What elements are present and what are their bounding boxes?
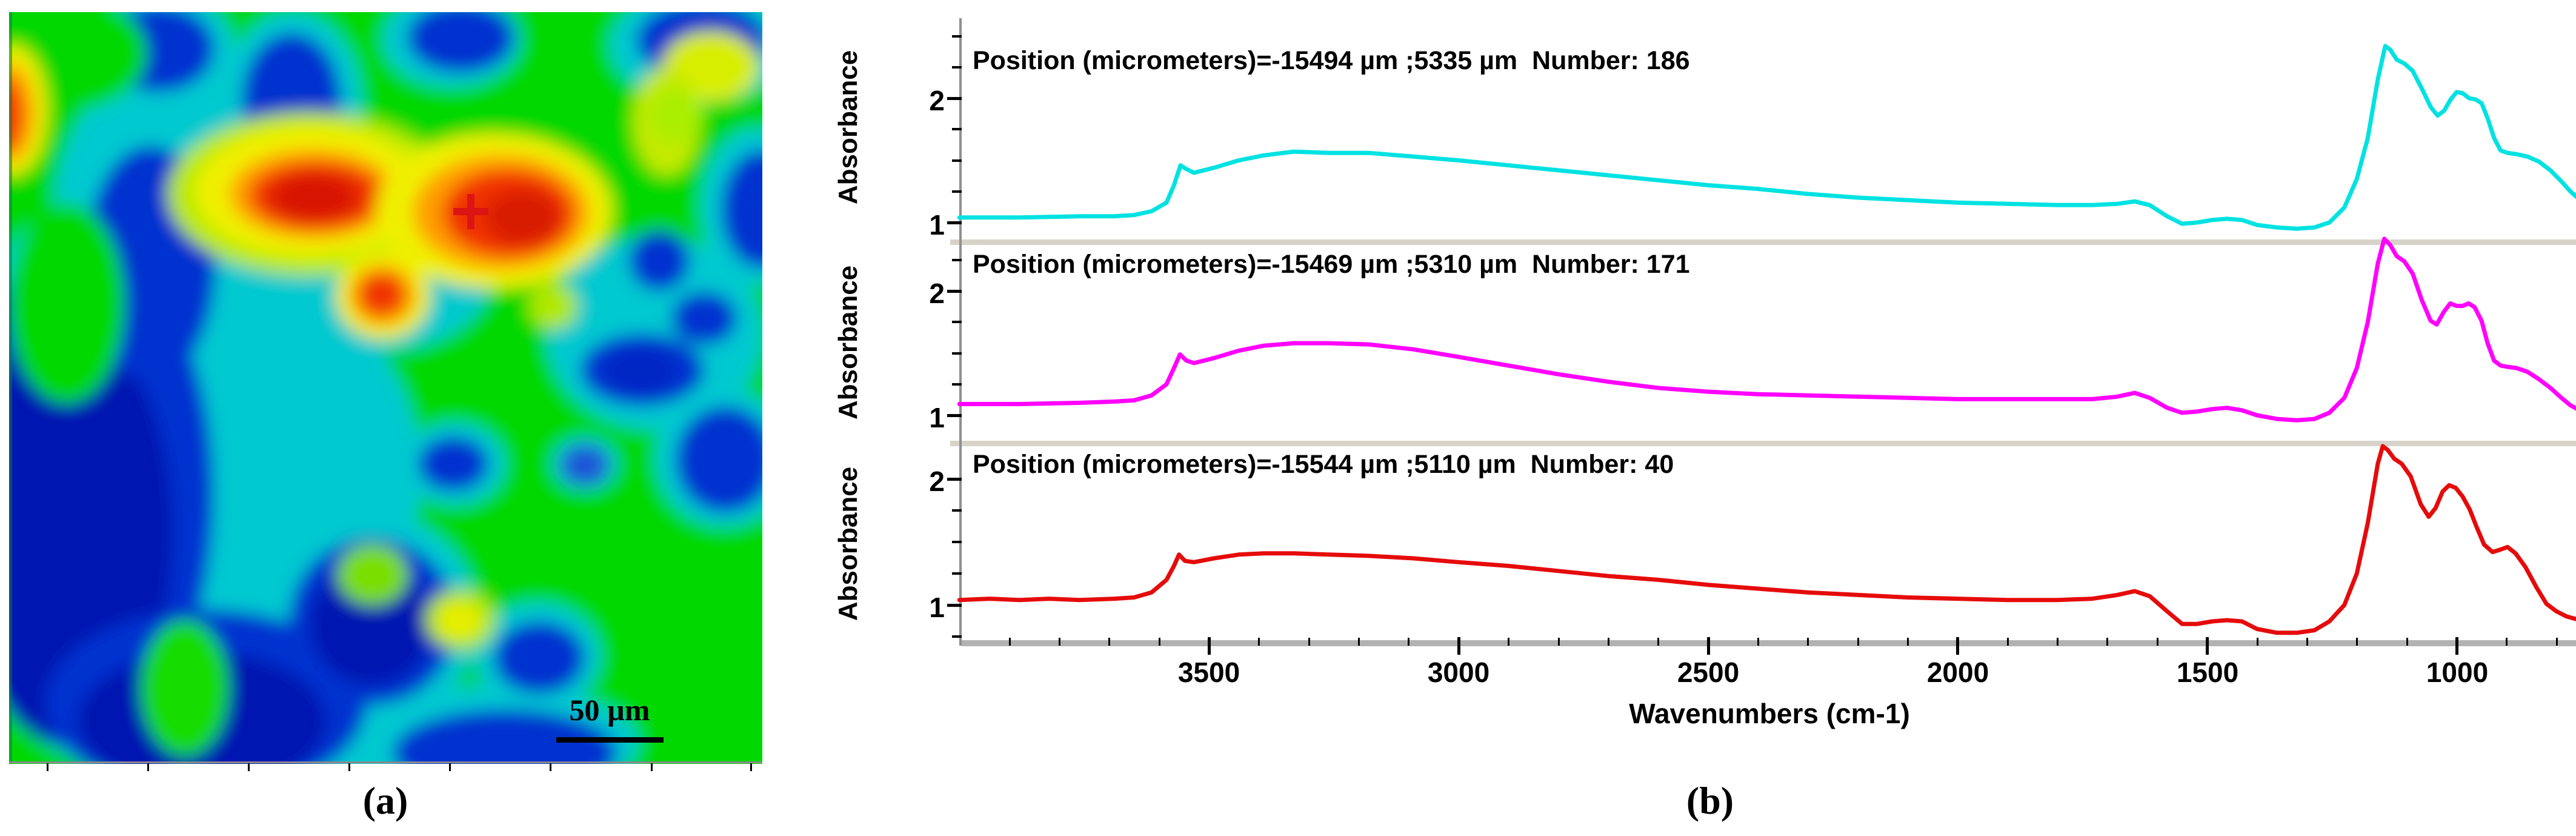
x-tick-label: 2500 [1677, 657, 1740, 688]
panel-b-caption: (b) [1686, 779, 1734, 822]
tick-mark [2256, 638, 2258, 646]
tick-mark [1108, 638, 1111, 646]
x-axis-title: Wavenumbers (cm-1) [1629, 698, 1910, 729]
tick-mark [1008, 638, 1011, 646]
tick-mark [1457, 637, 1460, 655]
tick-mark [952, 35, 962, 38]
tick-mark [952, 635, 962, 638]
tick-mark [1358, 638, 1360, 646]
map-bottom-axis [9, 761, 762, 763]
tick-mark [1058, 638, 1060, 646]
spectrum-curve-1 [957, 44, 2576, 231]
tick-mark [947, 478, 962, 481]
chemical-map-panel: 50 µm [9, 12, 762, 764]
spectrum-1-label: Position (micrometers)=-15494 µm ;5335 µ… [973, 46, 1690, 75]
crosshair-marker-icon[interactable] [467, 194, 474, 229]
tick-mark [2555, 638, 2558, 646]
panel-separator [950, 441, 2576, 446]
tick-mark [1907, 638, 1909, 646]
tick-mark [1308, 638, 1310, 646]
panel-separator [950, 239, 2576, 245]
y-axis-title: Absorbance [833, 265, 863, 420]
y-tick-label: 1 [929, 402, 945, 433]
x-tick-label: 3000 [1427, 657, 1490, 688]
tick-mark [2455, 637, 2458, 655]
scale-bar-label: 50 µm [569, 693, 650, 727]
tick-mark [1208, 637, 1211, 655]
tick-mark [2356, 638, 2358, 646]
tick-mark [2206, 637, 2209, 655]
y-axis-title: Absorbance [833, 466, 863, 621]
tick-mark [1408, 638, 1410, 646]
map-axis-tick [348, 763, 350, 771]
tick-mark [952, 383, 962, 386]
tick-mark [2156, 638, 2158, 646]
tick-mark [952, 352, 962, 355]
y-axis-line [959, 18, 962, 646]
tick-mark [952, 572, 962, 575]
x-tick-label: 1500 [2176, 657, 2239, 688]
y-tick-label: 2 [929, 278, 945, 309]
heatmap-image [9, 12, 762, 764]
tick-mark [947, 221, 962, 224]
tick-mark [1508, 638, 1510, 646]
scale-bar [556, 737, 664, 743]
map-left-edge [9, 12, 12, 764]
x-tick-label: 1000 [2426, 657, 2489, 688]
tick-mark [1857, 638, 1859, 646]
tick-mark [947, 290, 962, 293]
tick-mark [952, 541, 962, 543]
panel-a-caption: (a) [362, 779, 408, 822]
tick-mark [1956, 637, 1960, 655]
tick-mark [1706, 637, 1710, 655]
spectrum-curve-2 [957, 236, 2576, 423]
tick-mark [952, 509, 962, 512]
tick-mark [952, 190, 962, 193]
map-axis-tick [449, 763, 451, 771]
tick-mark [947, 414, 962, 417]
tick-mark [1258, 638, 1260, 646]
y-tick-label: 2 [929, 85, 945, 116]
tick-mark [1557, 638, 1560, 646]
tick-mark [1657, 638, 1660, 646]
tick-mark [2306, 638, 2308, 646]
tick-mark [2106, 638, 2109, 646]
x-tick-label: 3500 [1177, 657, 1240, 688]
map-axis-tick [47, 763, 48, 771]
tick-mark [952, 258, 962, 261]
tick-mark [952, 159, 962, 162]
map-axis-tick [750, 763, 752, 771]
spectrum-3-label: Position (micrometers)=-15544 µm ;5110 µ… [973, 450, 1674, 479]
tick-mark [1757, 638, 1759, 646]
tick-mark [952, 128, 962, 131]
tick-mark [2406, 638, 2408, 646]
tick-mark [947, 604, 962, 607]
spectrum-2-label: Position (micrometers)=-15469 µm ;5310 µ… [973, 250, 1690, 279]
y-axis-title: Absorbance [833, 50, 863, 205]
map-axis-tick [550, 763, 551, 771]
y-tick-label: 1 [929, 209, 945, 241]
spectrum-curve-3 [957, 444, 2576, 635]
tick-mark [1607, 638, 1609, 646]
map-axis-tick [651, 763, 653, 771]
x-axis-line [962, 640, 2576, 646]
x-tick-label: 2000 [1926, 657, 1989, 688]
map-axis-tick [147, 763, 149, 771]
tick-mark [952, 321, 962, 324]
tick-mark [947, 97, 962, 100]
map-axis-tick [248, 763, 250, 771]
y-tick-label: 1 [929, 592, 945, 623]
tick-mark [2057, 638, 2059, 646]
tick-mark [2006, 638, 2009, 646]
y-tick-label: 2 [929, 466, 945, 497]
tick-mark [1158, 638, 1160, 646]
tick-mark [952, 65, 962, 69]
tick-mark [2506, 638, 2508, 646]
tick-mark [1807, 638, 1809, 646]
